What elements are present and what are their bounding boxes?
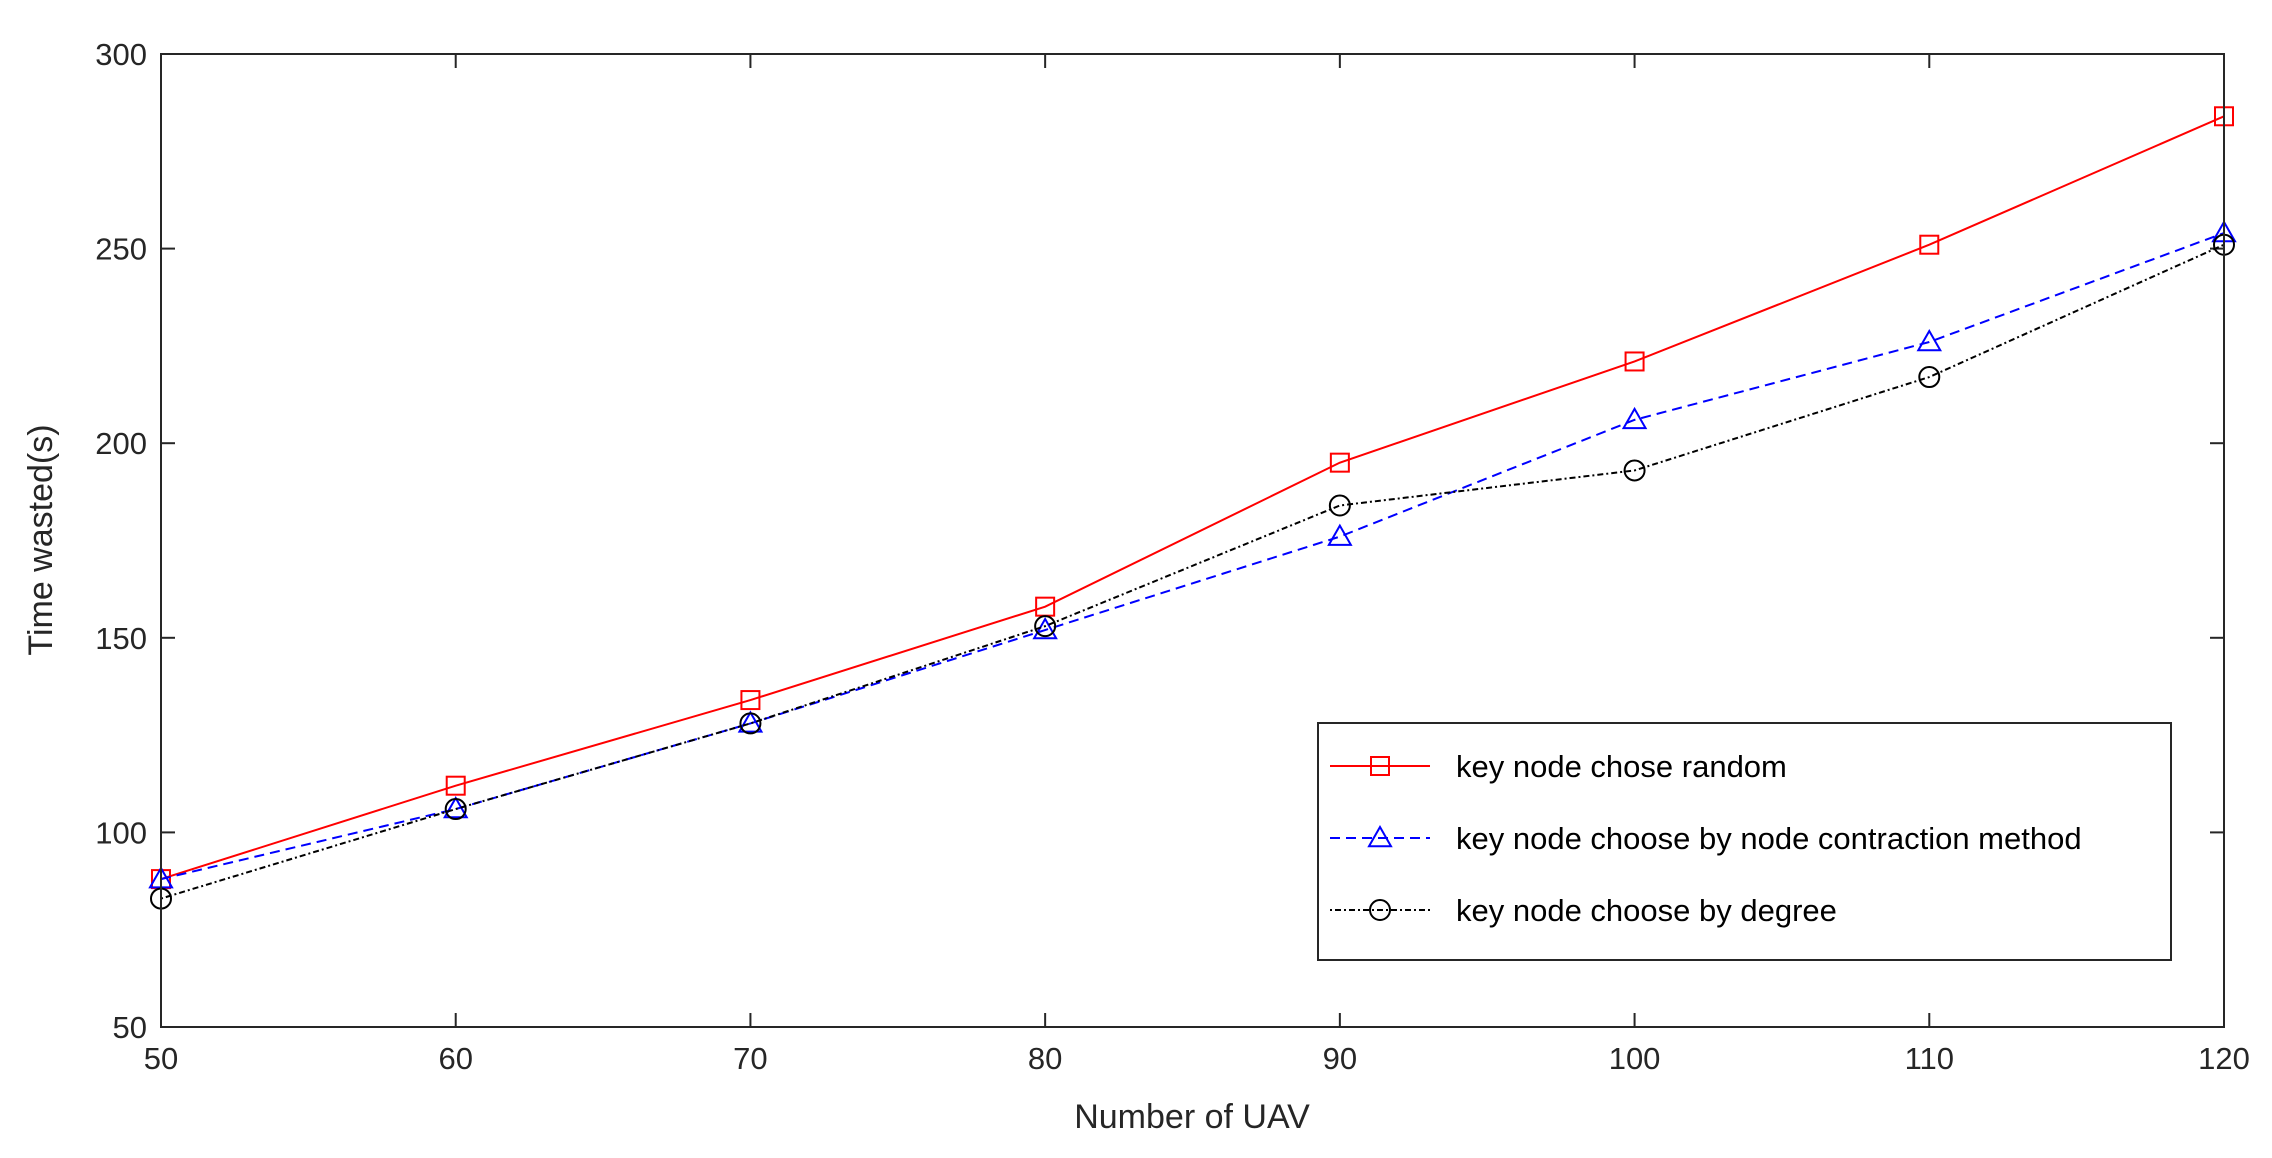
x-tick-label: 80 <box>1028 1041 1062 1076</box>
series-line <box>160 243 2225 900</box>
data-point-triangle <box>737 710 764 733</box>
y-axis-label: Time wasted(s) <box>22 424 60 655</box>
legend-entry-1: key node chose random <box>1330 749 1787 784</box>
plot-area-frame <box>160 53 2225 1028</box>
data-point-circle <box>1034 615 1057 638</box>
y-tick-label: 250 <box>95 232 147 267</box>
data-point-square <box>1919 234 1940 255</box>
y-tick-label: 50 <box>113 1010 147 1045</box>
x-tick-label: 100 <box>1609 1041 1661 1076</box>
series-line <box>160 115 2225 881</box>
data-point-circle <box>1623 459 1646 482</box>
data-point-circle <box>1918 366 1941 389</box>
x-tick-label: 110 <box>1905 1041 1954 1076</box>
legend-label: key node chose random <box>1456 749 1787 784</box>
y-tick-label: 100 <box>95 815 147 850</box>
data-point-triangle <box>1327 523 1353 546</box>
data-point-circle <box>1328 494 1351 517</box>
data-point-square <box>1329 452 1350 473</box>
legend-marker-square <box>1370 756 1390 776</box>
x-tick-label: 60 <box>438 1041 472 1076</box>
x-tick-label: 120 <box>2198 1041 2250 1076</box>
legend-box <box>1317 722 2172 961</box>
y-tick-label: 150 <box>95 621 147 656</box>
data-point-square <box>1624 351 1645 372</box>
series-1 <box>151 106 2234 890</box>
legend-label: key node choose by node contraction meth… <box>1456 821 2082 856</box>
series-3 <box>150 233 2235 910</box>
data-point-square <box>445 775 466 796</box>
x-axis-label: Number of UAV <box>1074 1098 1310 1136</box>
legend-marker-triangle <box>1367 824 1393 848</box>
data-point-triangle <box>1621 406 1648 430</box>
legend-label: key node choose by degree <box>1456 893 1837 928</box>
legend-entry-2: key node choose by node contraction meth… <box>1330 821 2082 856</box>
data-point-circle <box>739 712 762 735</box>
legend: key node chose random key node choose by … <box>1317 722 2172 961</box>
series-group <box>148 106 2237 910</box>
tick-labels: 50 60 70 80 90 100 110 120 50 100 150 200 250 300 <box>95 37 2250 1076</box>
legend-entries: key node chose random key node choose by … <box>1330 749 2082 928</box>
data-point-triangle <box>1916 328 1943 352</box>
data-point-circle <box>444 798 467 821</box>
x-tick-label: 50 <box>144 1041 178 1076</box>
y-tick-label: 200 <box>95 426 147 461</box>
x-tick-label: 70 <box>733 1041 767 1076</box>
data-point-square <box>740 690 761 711</box>
legend-marker-circle <box>1369 899 1391 921</box>
y-tick-label: 300 <box>95 37 147 72</box>
x-tick-label: 90 <box>1323 1041 1357 1076</box>
legend-entry-3: key node choose by degree <box>1330 893 1837 928</box>
